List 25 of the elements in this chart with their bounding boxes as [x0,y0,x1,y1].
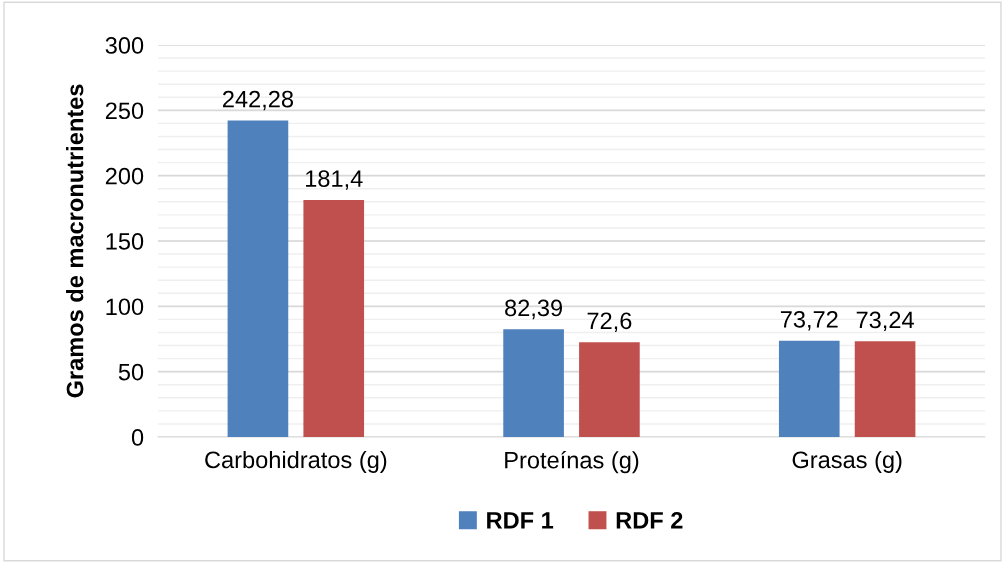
data-label: 82,39 [505,299,563,320]
y-tick-label: 150 [106,233,144,250]
y-tick-label: 250 [105,102,144,120]
bar [303,199,365,437]
bar [778,340,840,437]
data-label: 242,28 [223,90,294,111]
x-tick-label: Carbohidratos (g) [205,450,387,473]
y-tick-label: 50 [118,363,144,381]
x-tick-label: Proteínas (g) [505,450,639,474]
y-tick-label: 100 [106,298,144,316]
y-tick-label: 200 [105,167,144,185]
data-label: 181,4 [306,170,363,190]
bar [503,329,564,437]
y-axis-title: Gramos de macronutrientes [66,84,84,398]
bar [579,342,640,437]
x-tick-label: Grasas (g) [792,450,902,473]
bar [854,341,916,437]
data-label: 72,6 [587,312,632,332]
y-tick-label: 300 [105,37,144,54]
legend-label: RDF 1 [487,512,554,529]
bar [227,120,289,437]
data-label: 73,72 [780,310,838,331]
data-label: 73,24 [856,311,914,332]
legend-label: RDF 2 [616,511,683,529]
y-tick-label: 0 [131,429,144,446]
